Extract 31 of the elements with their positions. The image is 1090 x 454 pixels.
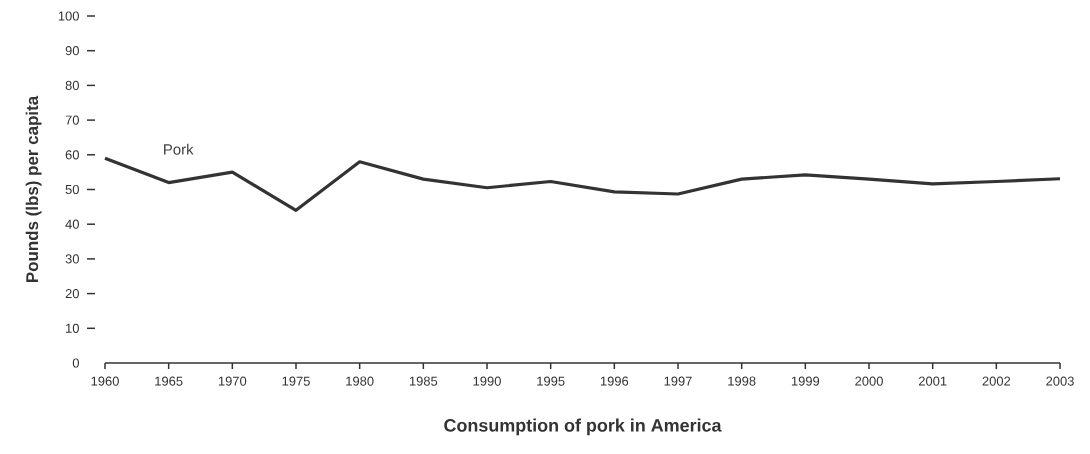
x-tick-label: 1996	[600, 376, 629, 386]
x-tick-label: 2002	[982, 376, 1011, 386]
y-tick-label: 20	[65, 289, 79, 299]
x-tick-label: 1965	[155, 376, 183, 386]
x-tick-label: 1998	[728, 376, 756, 386]
y-tick-label: 80	[65, 80, 79, 90]
x-tick-label: 1999	[791, 376, 820, 386]
x-tick-label: 2001	[918, 376, 947, 386]
x-tick-label: 1980	[346, 376, 374, 386]
y-tick-label: 10	[66, 323, 79, 333]
y-tick-label: 50	[65, 184, 79, 195]
y-tick-label: 30	[65, 254, 79, 264]
x-tick-label: 1975	[282, 376, 310, 386]
y-tick-label: 60	[65, 150, 79, 160]
y-tick-label: 70	[65, 115, 79, 125]
y-tick-label: 0	[72, 358, 79, 368]
x-tick-label: 2000	[855, 376, 883, 386]
x-tick-label: 1990	[473, 376, 501, 386]
series-label: Pork	[164, 143, 194, 155]
y-tick-label: 100	[58, 11, 79, 21]
x-tick-label: 1995	[537, 376, 565, 386]
y-axis-title: Pounds (lbs) per capita	[25, 95, 42, 282]
text: Consumption of pork in America	[444, 418, 722, 436]
x-tick-label: 1997	[664, 376, 692, 386]
x-tick-label: 1970	[218, 376, 247, 386]
y-tick-label: 90	[65, 46, 79, 56]
line-series	[103, 156, 1062, 212]
x-tick-label: 1985	[409, 376, 438, 386]
x-tick-label: 2003	[1046, 376, 1074, 386]
y-tick-label: 40	[65, 219, 79, 229]
x-tick-label: 1960	[91, 376, 119, 386]
